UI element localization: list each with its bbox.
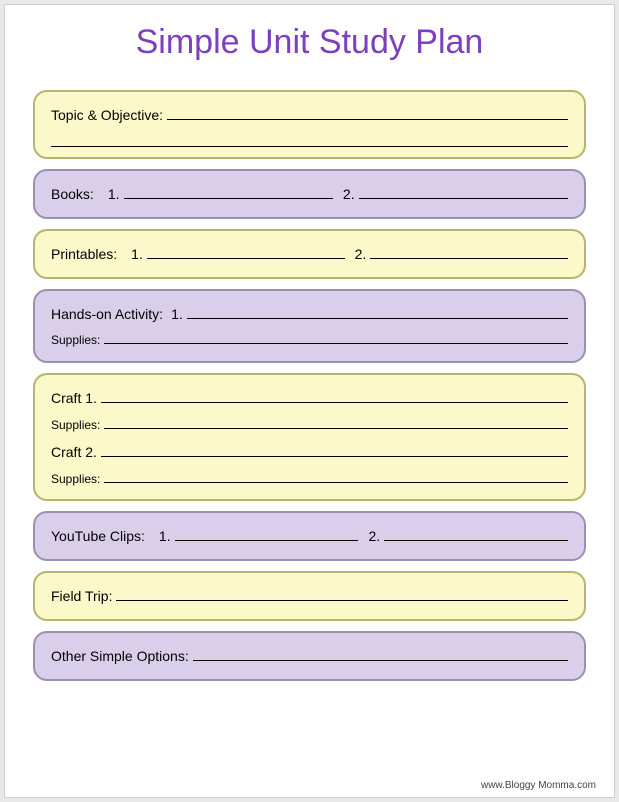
blank-line: [104, 417, 568, 428]
blank-line: [167, 107, 568, 120]
label-hands-on-1: 1.: [171, 303, 183, 327]
section-printables: Printables: 1. 2.: [33, 229, 586, 279]
blank-line: [370, 246, 568, 259]
blank-line: [104, 333, 568, 344]
label-craft-2: Craft 2.: [51, 441, 97, 465]
blank-line: [116, 588, 568, 601]
label-youtube-2: 2.: [368, 525, 380, 549]
label-youtube: YouTube Clips:: [51, 525, 145, 549]
blank-line: [51, 134, 568, 147]
section-other: Other Simple Options:: [33, 631, 586, 681]
section-topic: Topic & Objective:: [33, 90, 586, 159]
blank-line: [193, 648, 568, 661]
label-hands-on: Hands-on Activity:: [51, 303, 163, 327]
blank-line: [187, 305, 568, 318]
section-books: Books: 1. 2.: [33, 169, 586, 219]
label-printables-2: 2.: [355, 243, 367, 267]
label-topic: Topic & Objective:: [51, 104, 163, 128]
label-books-2: 2.: [343, 183, 355, 207]
label-craft-1: Craft 1.: [51, 387, 97, 411]
label-books-1: 1.: [108, 183, 120, 207]
blank-line: [101, 390, 568, 403]
blank-line: [124, 186, 333, 199]
section-youtube: YouTube Clips: 1. 2.: [33, 511, 586, 561]
blank-line: [359, 186, 568, 199]
section-craft: Craft 1. Supplies: Craft 2. Supplies:: [33, 373, 586, 501]
label-hands-on-supplies: Supplies:: [51, 330, 100, 350]
section-hands-on: Hands-on Activity: 1. Supplies:: [33, 289, 586, 363]
label-craft-2-supplies: Supplies:: [51, 469, 100, 489]
label-other: Other Simple Options:: [51, 645, 189, 669]
label-printables-1: 1.: [131, 243, 143, 267]
label-field-trip: Field Trip:: [51, 585, 112, 609]
footer-credit: www.Bloggy Momma.com: [481, 780, 596, 791]
label-books: Books:: [51, 183, 94, 207]
blank-line: [147, 246, 345, 259]
label-printables: Printables:: [51, 243, 117, 267]
blank-line: [384, 528, 568, 541]
label-youtube-1: 1.: [159, 525, 171, 549]
section-field-trip: Field Trip:: [33, 571, 586, 621]
page-title: Simple Unit Study Plan: [33, 23, 586, 62]
worksheet-page: Simple Unit Study Plan Topic & Objective…: [4, 4, 615, 798]
blank-line: [104, 471, 568, 482]
blank-line: [101, 444, 568, 457]
blank-line: [175, 528, 359, 541]
label-craft-1-supplies: Supplies:: [51, 415, 100, 435]
